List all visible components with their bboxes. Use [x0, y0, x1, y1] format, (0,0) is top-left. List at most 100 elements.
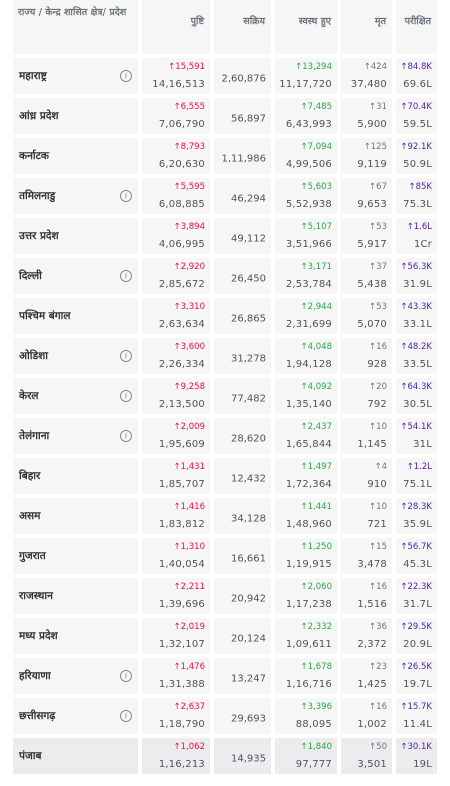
state-cell[interactable]: महाराष्ट्र i [13, 58, 138, 94]
info-icon[interactable]: i [120, 430, 132, 442]
state-cell[interactable]: उत्तर प्रदेश [13, 218, 138, 254]
confirmed-cell: ↑2,019 1,32,107 [142, 618, 210, 654]
info-icon[interactable]: i [120, 190, 132, 202]
state-name[interactable]: मध्य प्रदेश [19, 630, 58, 642]
state-cell[interactable]: मध्य प्रदेश [13, 618, 138, 654]
table-row[interactable]: छत्तीसगढ़ i ↑2,637 1,18,790 29,693 ↑3,396 88,0… [13, 698, 437, 734]
deceased-cell: ↑50 3,501 [341, 738, 392, 774]
confirmed-delta: ↑2,009 [173, 422, 205, 432]
state-name[interactable]: बिहार [19, 470, 41, 482]
state-cell[interactable]: पश्चिम बंगाल [13, 298, 138, 334]
table-row[interactable]: गुजरात ↑1,310 1,40,054 16,661 ↑1,250 1,19,915… [13, 538, 437, 574]
recovered-total: 1,65,844 [285, 439, 332, 450]
state-name[interactable]: पश्चिम बंगाल [19, 310, 71, 322]
deceased-delta: ↑424 [363, 62, 387, 72]
header-deceased[interactable]: मृत [341, 0, 392, 54]
table-row[interactable]: आंध्र प्रदेश ↑6,555 7,06,790 56,897 ↑7,485 6,… [13, 98, 437, 134]
recovered-cell: ↑1,497 1,72,364 [275, 458, 337, 494]
table-row[interactable]: राजस्थान ↑2,211 1,39,696 20,942 ↑2,060 1,17,2… [13, 578, 437, 614]
header-confirmed[interactable]: पुष्टि [142, 0, 210, 54]
state-name[interactable]: केरल [19, 390, 39, 402]
state-name[interactable]: आंध्र प्रदेश [19, 110, 59, 122]
confirmed-delta: ↑1,062 [173, 742, 205, 752]
state-cell[interactable]: तमिलनाडु i [13, 178, 138, 214]
state-name[interactable]: दिल्ली [19, 270, 42, 282]
tested-delta: ↑56.3K [400, 262, 432, 272]
info-icon[interactable]: i [120, 670, 132, 682]
table-row[interactable]: हरियाणा i ↑1,476 1,31,388 13,247 ↑1,678 1,16,7… [13, 658, 437, 694]
state-cell[interactable]: असम [13, 498, 138, 534]
tested-delta: ↑85K [408, 182, 432, 192]
info-icon[interactable]: i [120, 710, 132, 722]
state-cell[interactable]: हरियाणा i [13, 658, 138, 694]
confirmed-total: 1,16,213 [158, 759, 205, 770]
header-recovered[interactable]: स्वस्थ हुए [275, 0, 337, 54]
recovered-cell: ↑3,171 2,53,784 [275, 258, 337, 294]
active-total: 34,128 [231, 513, 266, 525]
table-row[interactable]: दिल्ली i ↑2,920 2,85,672 26,450 ↑3,171 2,53,78… [13, 258, 437, 294]
state-cell[interactable]: गुजरात [13, 538, 138, 574]
deceased-delta: ↑53 [369, 222, 387, 232]
recovered-total: 1,72,364 [285, 479, 332, 490]
state-name[interactable]: गुजरात [19, 550, 46, 562]
state-name[interactable]: तमिलनाडु [19, 190, 56, 202]
info-icon[interactable]: i [120, 70, 132, 82]
table-row[interactable]: बिहार ↑1,431 1,85,707 12,432 ↑1,497 1,72,364 ↑… [13, 458, 437, 494]
state-name[interactable]: छत्तीसगढ़ [19, 710, 56, 722]
state-name[interactable]: ओडिशा [19, 350, 48, 362]
tested-delta: ↑56.7K [400, 542, 432, 552]
confirmed-total: 4,06,995 [158, 239, 205, 250]
info-icon[interactable]: i [120, 270, 132, 282]
confirmed-cell: ↑2,920 2,85,672 [142, 258, 210, 294]
state-name[interactable]: पंजाब [19, 750, 42, 762]
active-cell: 34,128 [214, 498, 271, 534]
state-name[interactable]: उत्तर प्रदेश [19, 230, 59, 242]
recovered-total: 3,51,966 [285, 239, 332, 250]
state-cell[interactable]: आंध्र प्रदेश [13, 98, 138, 134]
active-total: 56,897 [231, 113, 266, 125]
info-icon[interactable]: i [120, 350, 132, 362]
state-cell[interactable]: बिहार [13, 458, 138, 494]
confirmed-delta: ↑3,894 [173, 222, 205, 232]
state-cell[interactable]: तेलंगाना i [13, 418, 138, 454]
header-active[interactable]: सक्रिय [214, 0, 271, 54]
state-name[interactable]: महाराष्ट्र [19, 70, 47, 82]
state-cell[interactable]: केरल i [13, 378, 138, 414]
deceased-total: 928 [367, 359, 387, 370]
state-cell[interactable]: राजस्थान [13, 578, 138, 614]
active-total: 16,661 [231, 553, 266, 565]
state-cell[interactable]: ओडिशा i [13, 338, 138, 374]
info-icon[interactable]: i [120, 390, 132, 402]
state-name[interactable]: हरियाणा [19, 670, 51, 682]
deceased-cell: ↑16 1,516 [341, 578, 392, 614]
table-row[interactable]: पश्चिम बंगाल ↑3,310 2,63,634 26,865 ↑2,944 2,… [13, 298, 437, 334]
state-cell[interactable]: दिल्ली i [13, 258, 138, 294]
confirmed-total: 1,83,812 [158, 519, 205, 530]
state-cell[interactable]: कर्नाटक [13, 138, 138, 174]
table-row[interactable]: कर्नाटक ↑8,793 6,20,630 1,11,986 ↑7,094 4,99,… [13, 138, 437, 174]
tested-total: 45.3L [403, 559, 432, 570]
table-row[interactable]: ओडिशा i ↑3,600 2,26,334 31,278 ↑4,048 1,94,128… [13, 338, 437, 374]
deceased-total: 792 [367, 399, 387, 410]
table-row[interactable]: महाराष्ट्र i ↑15,591 14,16,513 2,60,876 ↑13,2… [13, 58, 437, 94]
state-cell[interactable]: छत्तीसगढ़ i [13, 698, 138, 734]
header-tested[interactable]: परीक्षित [396, 0, 437, 54]
table-row[interactable]: पंजाब ↑1,062 1,16,213 14,935 ↑1,840 97,777 ↑50… [13, 738, 437, 774]
table-row[interactable]: केरल i ↑9,258 2,13,500 77,482 ↑4,092 1,35,140 ↑… [13, 378, 437, 414]
tested-delta: ↑1.6L [406, 222, 432, 232]
table-row[interactable]: उत्तर प्रदेश ↑3,894 4,06,995 49,112 ↑5,107 3,… [13, 218, 437, 254]
table-row[interactable]: मध्य प्रदेश ↑2,019 1,32,107 20,124 ↑2,332 1,0… [13, 618, 437, 654]
state-name[interactable]: तेलंगाना [19, 430, 50, 442]
active-cell: 1,11,986 [214, 138, 271, 174]
active-total: 20,942 [231, 593, 266, 605]
state-cell[interactable]: पंजाब [13, 738, 138, 774]
state-name[interactable]: कर्नाटक [19, 150, 49, 162]
table-row[interactable]: असम ↑1,416 1,83,812 34,128 ↑1,441 1,48,960 ↑10… [13, 498, 437, 534]
state-name[interactable]: असम [19, 510, 41, 522]
table-row[interactable]: तमिलनाडु i ↑5,595 6,08,885 46,294 ↑5,603 5,52,… [13, 178, 437, 214]
state-name[interactable]: राजस्थान [19, 590, 53, 602]
table-row[interactable]: तेलंगाना i ↑2,009 1,95,609 28,620 ↑2,437 1,65,… [13, 418, 437, 454]
header-state[interactable]: राज्य / केन्द्र शासित क्षेत्र/ प्रदेश [13, 0, 138, 54]
deceased-cell: ↑15 3,478 [341, 538, 392, 574]
active-total: 46,294 [231, 193, 266, 205]
